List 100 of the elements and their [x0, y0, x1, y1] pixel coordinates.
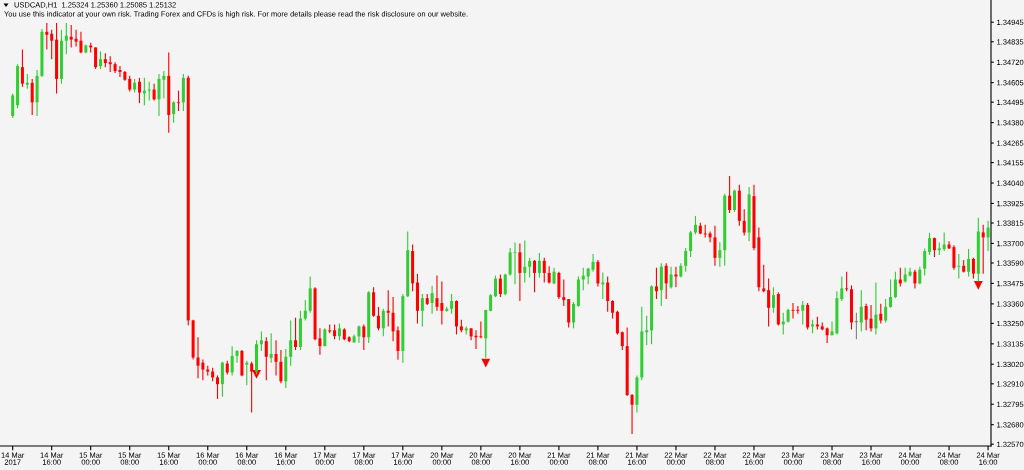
candlestick — [611, 299, 615, 320]
candlestick — [854, 312, 859, 340]
candlestick — [664, 262, 668, 300]
candlestick — [386, 289, 390, 327]
candlestick — [684, 247, 688, 273]
candlestick — [913, 269, 917, 289]
candlestick — [840, 275, 844, 302]
candlestick — [513, 241, 517, 285]
candlestick — [693, 215, 697, 235]
candlestick — [562, 278, 566, 307]
candlestick — [220, 361, 224, 398]
candlestick — [118, 65, 122, 78]
candlestick — [245, 360, 249, 386]
candlestick — [732, 189, 736, 213]
candlestick — [572, 301, 576, 329]
candlestick — [669, 266, 673, 289]
candlestick — [474, 329, 478, 350]
candlestick — [176, 90, 181, 112]
candlestick — [869, 304, 873, 332]
candlestick — [932, 236, 936, 258]
candlestick — [518, 242, 522, 302]
candlestick — [708, 230, 712, 243]
candlestick — [713, 225, 717, 267]
candlestick — [137, 77, 141, 104]
candlestick — [615, 310, 619, 335]
candlestick — [269, 332, 273, 364]
candlestick — [884, 298, 888, 324]
candlestick — [430, 285, 434, 315]
candlestick — [11, 92, 15, 119]
candlestick — [376, 306, 380, 331]
candlestick — [289, 319, 293, 367]
candlestick — [762, 264, 766, 293]
candlestick — [581, 267, 585, 291]
candlestick — [503, 273, 507, 296]
candlestick — [435, 275, 439, 312]
candlestick — [825, 326, 829, 344]
candlestick — [440, 280, 444, 326]
candlestick — [450, 293, 454, 315]
candlestick — [596, 259, 600, 287]
candlestick — [69, 24, 73, 48]
candlestick — [381, 308, 385, 337]
candlestick — [567, 298, 571, 329]
candlestick — [50, 29, 54, 60]
candlestick — [957, 253, 961, 280]
candlestick — [30, 78, 34, 116]
candlestick — [533, 259, 537, 293]
candlestick — [928, 232, 932, 256]
candlestick — [372, 286, 376, 318]
candlestick — [923, 247, 927, 277]
candlestick — [654, 267, 658, 300]
candlestick — [279, 349, 283, 384]
candlestick — [859, 289, 863, 332]
candlestick — [893, 271, 897, 299]
candlestick — [620, 330, 624, 351]
candlestick — [810, 319, 815, 334]
candlestick — [718, 241, 722, 268]
candlestick — [294, 317, 298, 351]
candlestick — [689, 230, 693, 258]
point — [973, 280, 983, 290]
candlestick — [528, 257, 532, 279]
candlestick — [157, 73, 161, 117]
candlestick — [952, 244, 956, 271]
candlestick — [630, 393, 634, 435]
candlestick — [420, 293, 424, 327]
candlestick — [259, 330, 263, 352]
candlestick — [20, 48, 24, 88]
candlestick — [542, 257, 546, 284]
candlestick — [864, 303, 868, 331]
candlestick — [606, 275, 610, 313]
candlestick — [728, 175, 732, 214]
candlestick — [498, 273, 502, 298]
candlestick — [742, 208, 746, 236]
candlestick — [767, 278, 771, 327]
candlestick — [791, 302, 795, 320]
candlestick — [801, 300, 805, 326]
candlestick — [981, 224, 985, 275]
candlestick — [147, 81, 151, 101]
candlestick — [879, 303, 883, 325]
candlestick — [74, 29, 78, 48]
candlestick — [45, 22, 49, 50]
candlestick — [771, 286, 775, 314]
candlestick — [659, 262, 663, 307]
candlestick — [235, 349, 239, 364]
candlestick — [874, 281, 878, 335]
candlestick — [493, 275, 498, 298]
point — [481, 358, 491, 368]
candlestick — [889, 278, 893, 309]
candlestick — [64, 22, 68, 55]
candlestick — [362, 323, 366, 351]
candlestick — [79, 31, 83, 54]
candlestick — [264, 336, 268, 381]
candlestick — [172, 100, 176, 124]
candlestick — [591, 253, 595, 273]
candlestick — [845, 271, 849, 292]
candlestick — [967, 248, 971, 278]
candlestick — [645, 315, 649, 346]
candlestick — [274, 339, 278, 377]
candlestick — [971, 257, 975, 280]
candlestick — [806, 302, 810, 330]
candlestick — [94, 46, 98, 70]
